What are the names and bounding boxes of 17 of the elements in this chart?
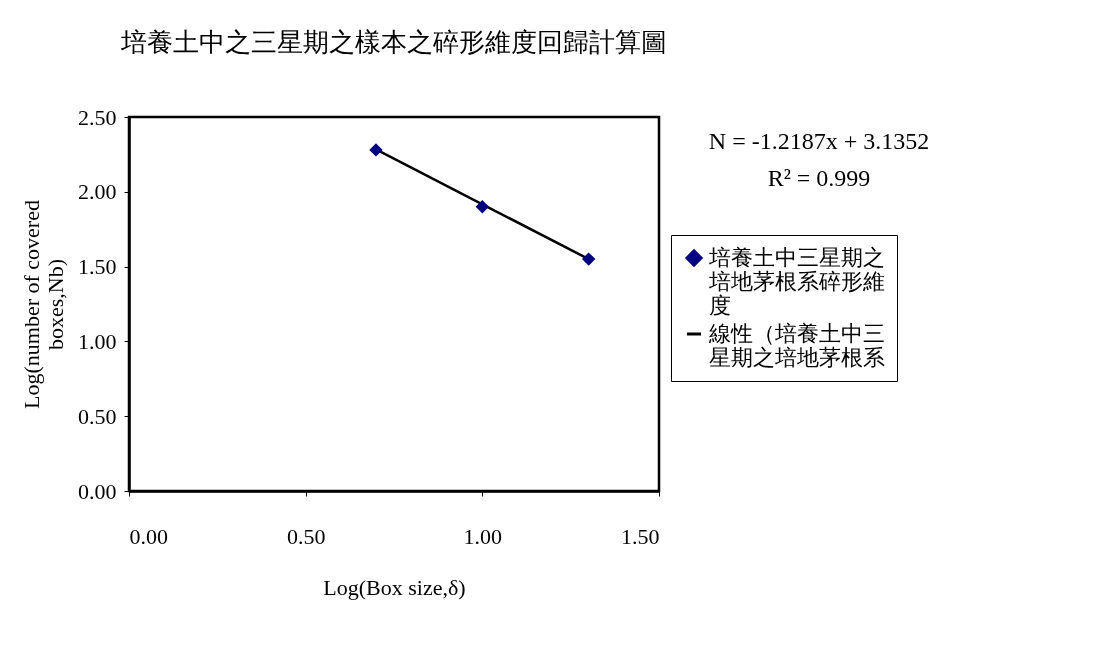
x-tick-label: 0.00 [129, 523, 168, 549]
text: N = -1.2187x + 3.1352 [708, 128, 930, 154]
x-tick-label: 1.00 [463, 523, 503, 549]
y-tick-label: 0.00 [78, 478, 117, 504]
x-tick-label: 1.50 [621, 523, 660, 549]
y-axis-title: Log(number of covered boxes,Nb) [19, 200, 68, 409]
x-tick-label: 0.50 [286, 523, 326, 549]
y-tick-label: 1.50 [78, 254, 117, 280]
legend-label: 培養土中三星期之培地茅根系碎形維度 [708, 245, 885, 318]
legend-label: 線性（培養土中三星期之培地茅根系 [708, 321, 885, 370]
y-tick-label: 1.00 [78, 328, 117, 354]
chart-title: 培養土中之三星期之樣本之碎形維度回歸計算圖 [120, 28, 667, 57]
y-tick-label: 2.00 [78, 179, 117, 205]
y-tick-label: 0.50 [78, 403, 117, 429]
y-tick-label: 2.50 [78, 104, 117, 130]
x-axis-title: Log(Box size,δ) [323, 574, 466, 600]
text: R² = 0.999 [767, 165, 871, 191]
